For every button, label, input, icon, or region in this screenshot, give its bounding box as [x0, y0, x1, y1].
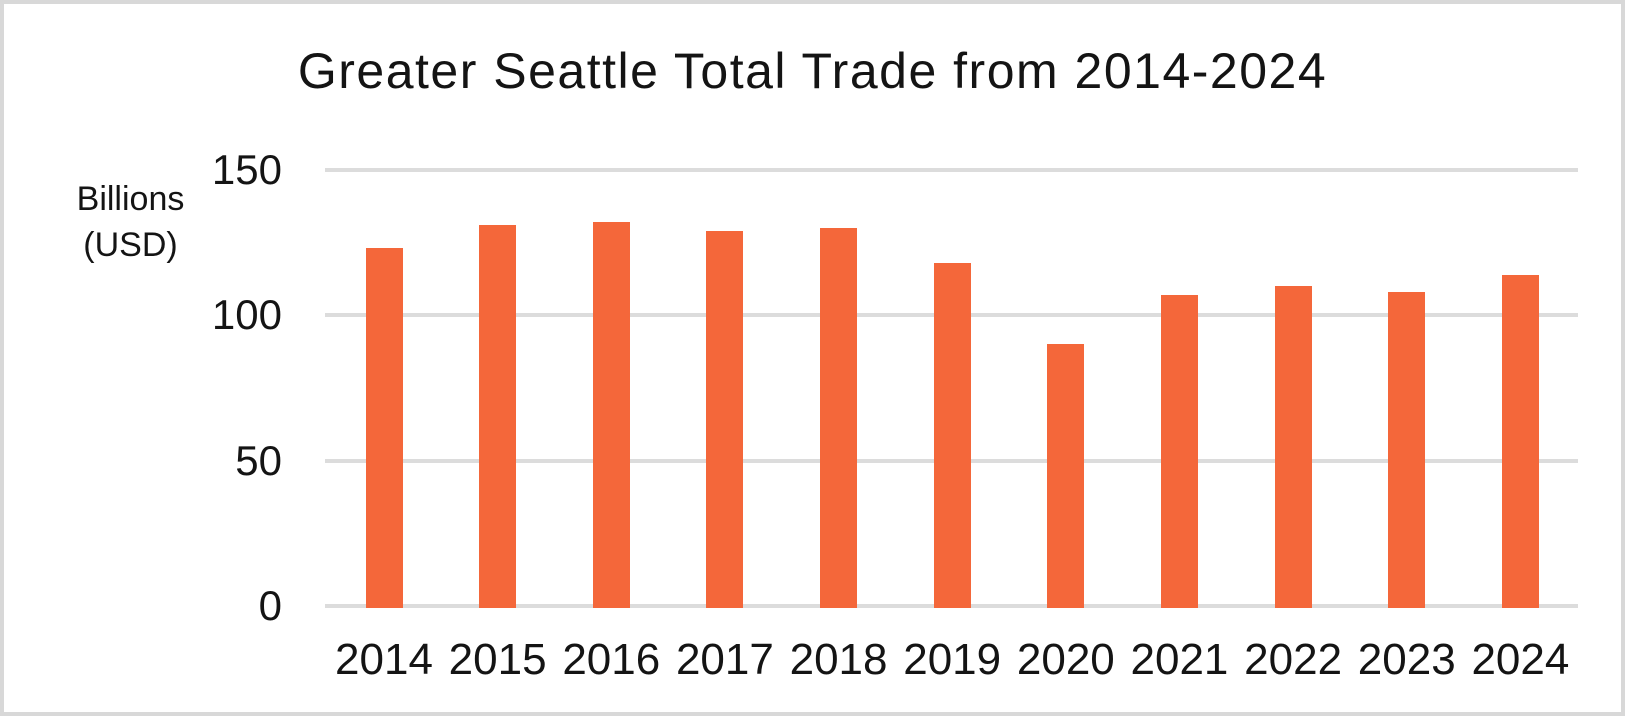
chart-title: Greater Seattle Total Trade from 2014-20… [297, 43, 1328, 99]
gridline-y150 [325, 168, 1578, 172]
bar-2016 [592, 222, 630, 608]
bar-2022 [1274, 286, 1312, 608]
y-axis-tick-labels: 0 50 100 150 [4, 146, 282, 629]
x-tick-label-2019: 2019 [903, 635, 1002, 684]
x-tick-label-2016: 2016 [562, 635, 661, 684]
x-tick-label-2018: 2018 [789, 635, 888, 684]
y-axis-title: Billions (USD) [48, 176, 213, 268]
plot-area [325, 168, 1578, 608]
bar-2017 [706, 231, 744, 608]
bar-2015 [479, 225, 517, 608]
x-tick-label-2022: 2022 [1244, 635, 1343, 684]
bar-2020 [1047, 344, 1085, 608]
y-tick-label-50: 50 [235, 436, 282, 484]
x-tick-label-2015: 2015 [448, 635, 547, 684]
x-tick-label-2021: 2021 [1130, 635, 1229, 684]
bar-2023 [1388, 292, 1426, 608]
x-tick-label-2014: 2014 [335, 635, 433, 684]
x-tick-label-2024: 2024 [1471, 635, 1570, 684]
x-tick-label-2023: 2023 [1357, 635, 1456, 684]
y-tick-label-0: 0 [258, 582, 282, 629]
x-tick-label-2020: 2020 [1016, 635, 1115, 684]
x-axis-tick-labels: 2014 2015 2016 2017 2018 2019 2020 2021 2022 2023… [325, 636, 1578, 688]
bar-2021 [1160, 295, 1198, 608]
x-tick-label-2017: 2017 [675, 635, 774, 684]
y-tick-label-150: 150 [211, 146, 282, 193]
y-axis-title-line2: (USD) [83, 226, 178, 264]
y-tick-label-100: 100 [211, 291, 282, 339]
bar-2014 [365, 248, 403, 608]
bar-2018 [820, 228, 858, 608]
bar-2019 [933, 263, 971, 608]
y-axis-title-line1: Billions [76, 180, 185, 218]
bar-2024 [1501, 274, 1539, 608]
